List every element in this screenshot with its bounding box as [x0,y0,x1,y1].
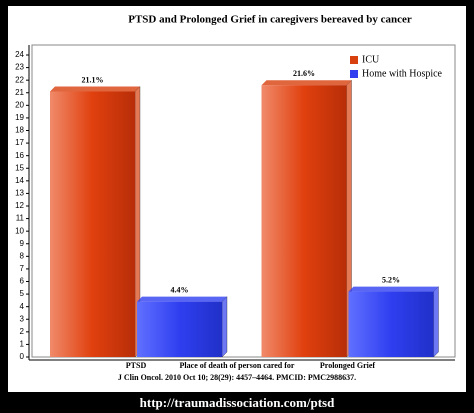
y-tick-label: 7 [20,264,25,273]
y-tick-label: 15 [15,163,24,172]
y-tick-label: 3 [20,314,25,323]
y-tick-label: 9 [20,239,25,248]
x-tick-label: Prolonged Grief [320,361,376,370]
value-label: 5.2% [382,275,400,284]
y-tick-label: 12 [15,201,24,210]
y-tick-label: 10 [15,226,24,235]
bar [261,85,347,357]
y-tick-label: 23 [15,63,24,72]
bar [348,291,434,357]
chart-title: PTSD and Prolonged Grief in caregivers b… [128,14,412,26]
y-tick-label: 8 [20,251,25,260]
y-tick-label: 4 [20,302,25,311]
legend-swatch [350,70,358,78]
y-tick-label: 18 [15,126,24,135]
x-tick-label: PTSD [126,361,147,370]
bar-top [348,286,439,292]
legend-label: Home with Hospice [362,68,443,79]
bar-side [433,286,439,358]
x-axis-label: Place of death of person cared for [180,361,295,370]
y-tick-label: 16 [15,151,24,160]
y-tick-label: 17 [15,138,24,147]
bar-top [261,80,352,86]
value-label: 4.4% [171,285,189,294]
y-tick-label: 1 [20,340,25,349]
bar-top [137,296,227,302]
bar-top [50,86,140,92]
y-tick-label: 13 [15,189,24,198]
y-tick-label: 5 [20,289,25,298]
citation: J Clin Oncol. 2010 Oct 10; 28(29): 4457–… [118,373,356,382]
bar [137,301,222,357]
y-tick-label: 6 [20,277,25,286]
y-tick-label: 24 [15,50,24,59]
legend-swatch [350,56,358,64]
value-label: 21.1% [82,75,104,84]
plot-frame [31,44,456,358]
y-tick-label: 11 [16,214,25,223]
y-tick-label: 21 [15,88,24,97]
y-tick-label: 20 [15,100,24,109]
y-tick-label: 2 [20,327,25,336]
source-url: http://traumadissociation.com/ptsd [140,395,335,410]
bar [50,91,135,357]
y-tick-label: 22 [15,75,24,84]
y-tick-label: 0 [20,352,25,361]
y-tick-label: 19 [15,113,24,122]
value-label: 21.6% [293,69,315,78]
bar-side [221,296,228,358]
legend-label: ICU [362,54,380,65]
y-tick-label: 14 [15,176,24,185]
